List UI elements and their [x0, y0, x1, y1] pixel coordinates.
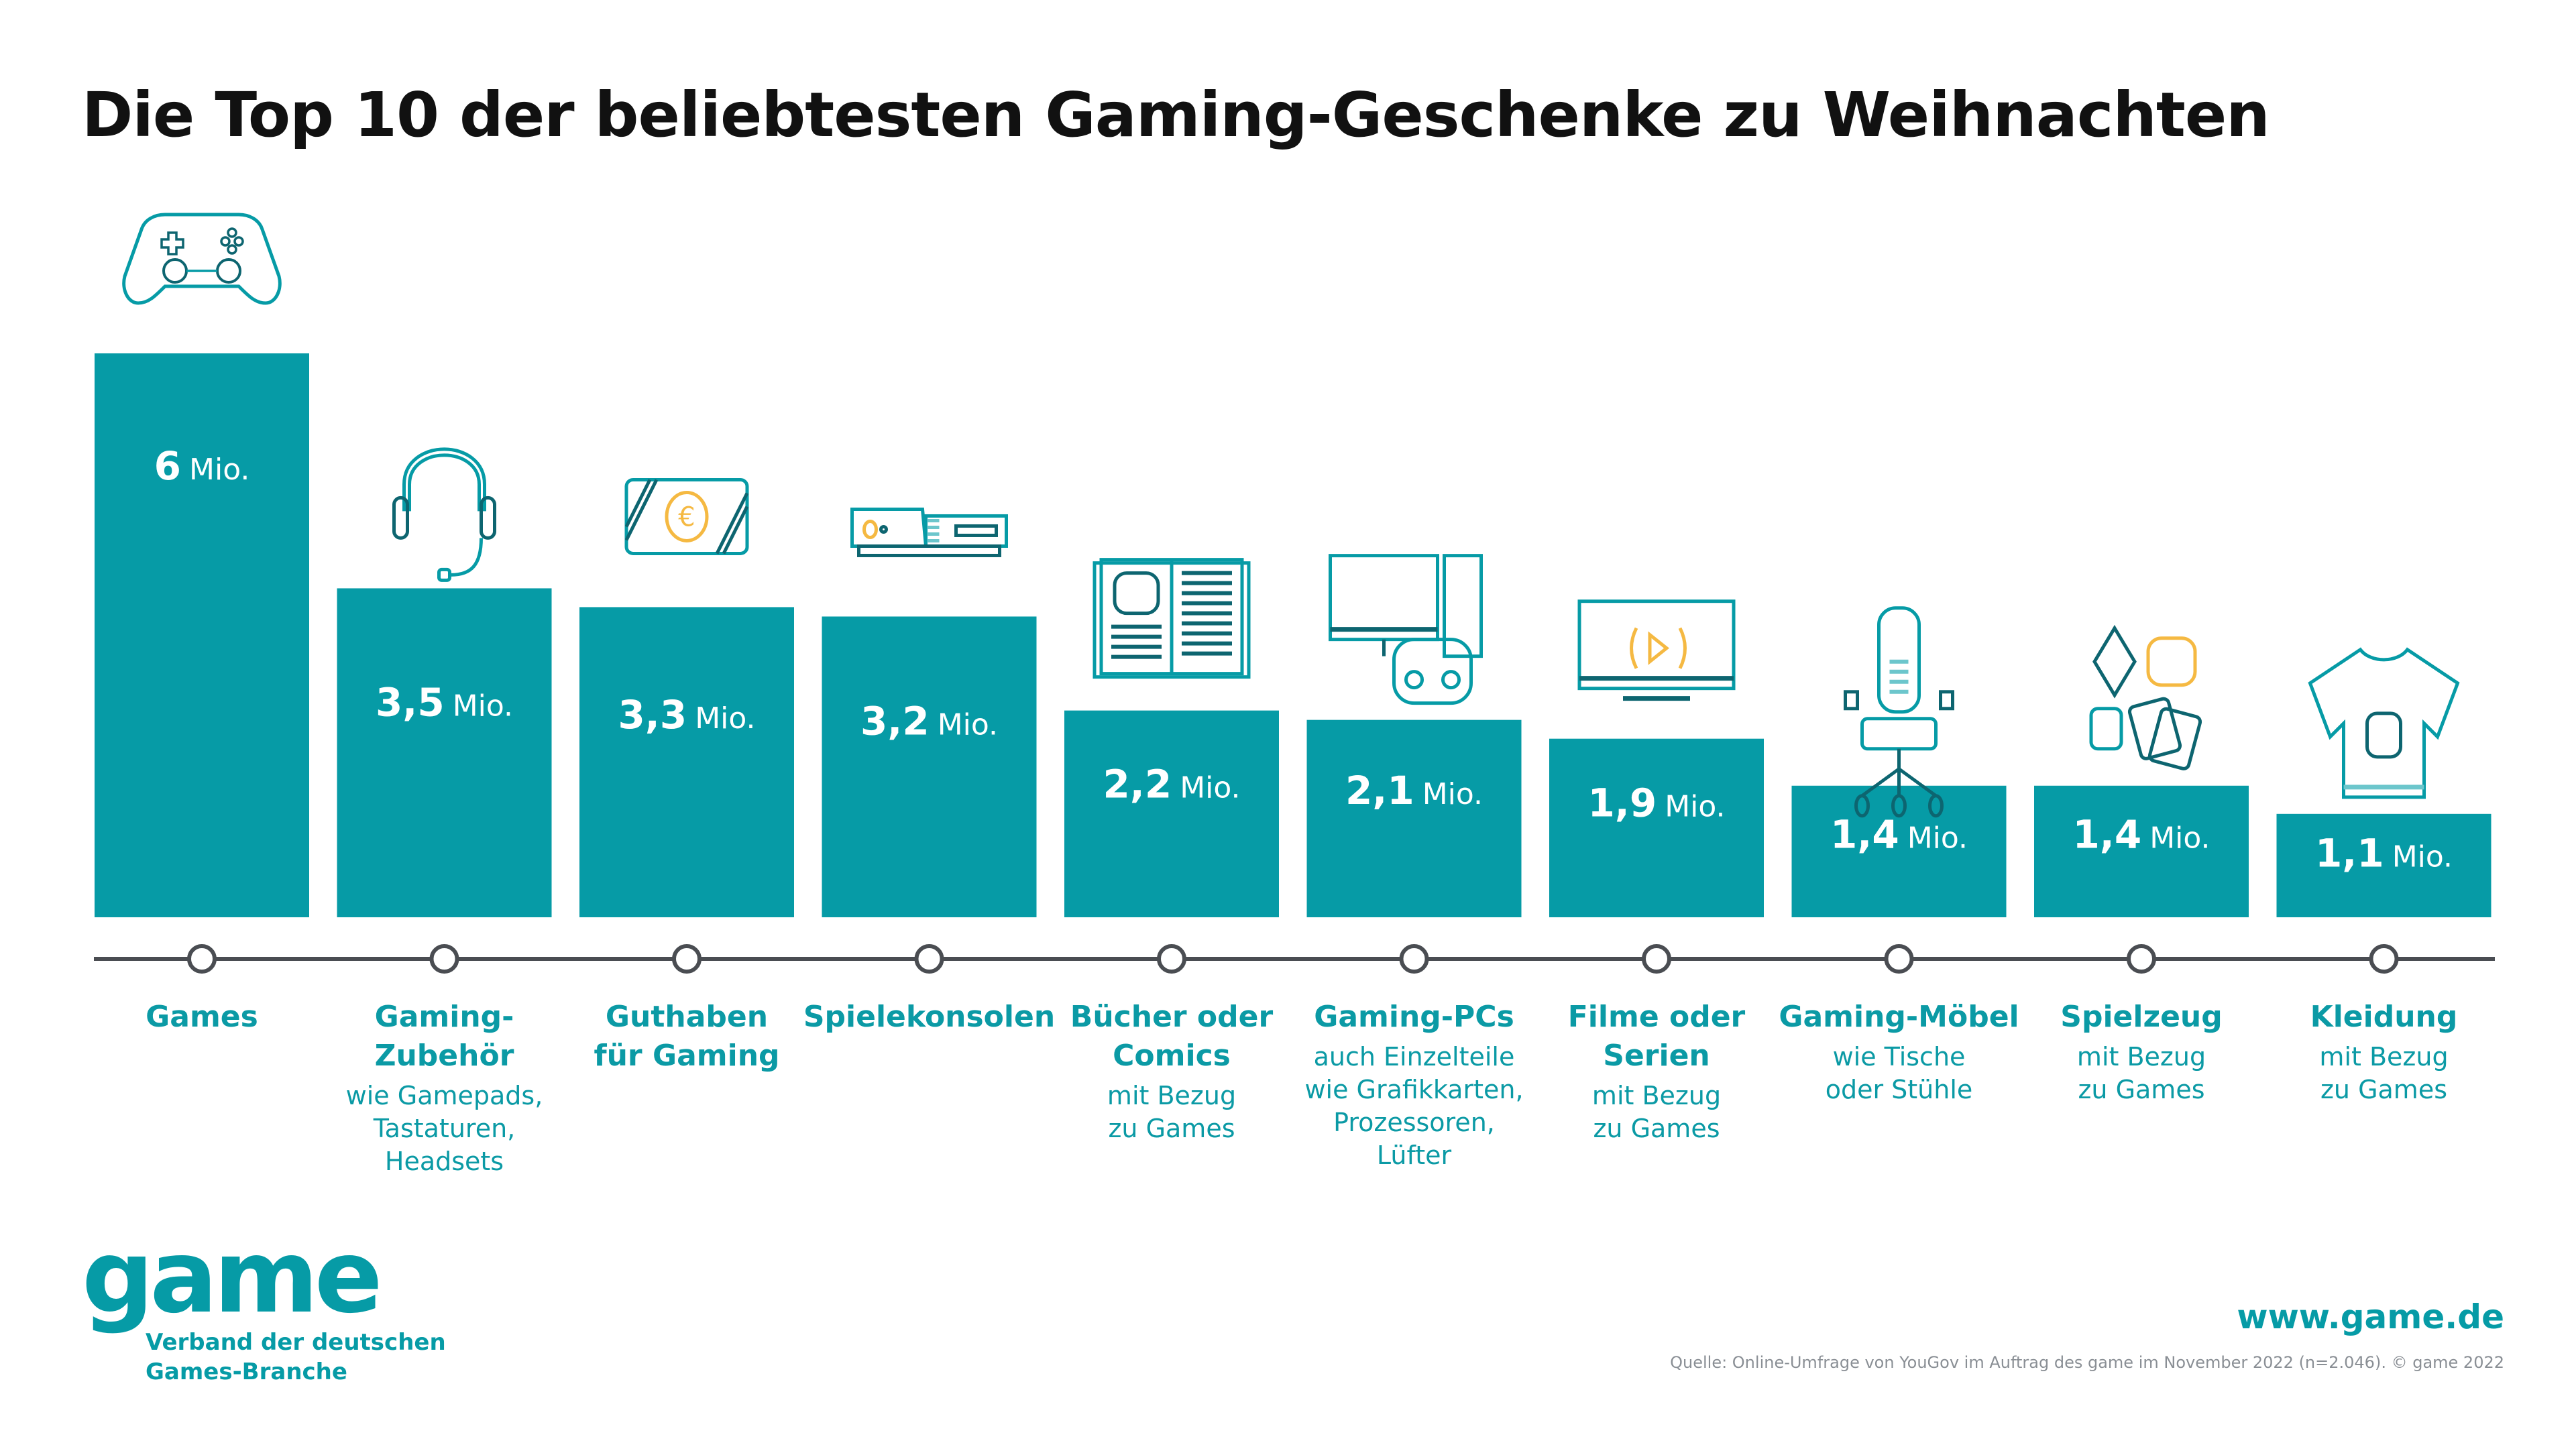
value-number: 3,3: [618, 692, 687, 738]
category-label-10: Kleidung mit Bezug zu Games: [2250, 998, 2518, 1106]
category-description: wie Gamepads, Tastaturen, Headsets: [345, 1081, 543, 1176]
headset-icon: [392, 447, 496, 582]
value-label-3: 3,3 Mio.: [618, 692, 755, 738]
value-label-1: 6 Mio.: [154, 443, 250, 489]
category-name: Games: [146, 1000, 258, 1034]
category-name: Gaming-Möbel: [1779, 1000, 2019, 1034]
pc-icon: [1329, 554, 1483, 705]
category-label-8: Gaming-Möbel wie Tische oder Stühle: [1765, 998, 2033, 1106]
value-label-9: 1,4 Mio.: [2072, 812, 2210, 858]
bar-9: [2034, 785, 2249, 917]
value-unit: Mio.: [1422, 777, 1483, 811]
book-icon: [1093, 558, 1251, 679]
category-description: mit Bezug zu Games: [1107, 1081, 1237, 1143]
value-unit: Mio.: [2149, 821, 2210, 856]
category-name: Filme oder Serien: [1567, 1000, 1746, 1073]
bar-6: [1306, 719, 1522, 917]
axis-marker-9: [2127, 944, 2156, 974]
value-label-10: 1,1 Mio.: [2315, 831, 2453, 876]
category-label-7: Filme oder Serien mit Bezug zu Games: [1522, 998, 1791, 1145]
axis-marker-5: [1157, 944, 1186, 974]
value-unit: Mio.: [1180, 770, 1240, 805]
axis-marker-1: [187, 944, 217, 974]
axis-marker-6: [1399, 944, 1429, 974]
value-label-8: 1,4 Mio.: [1830, 812, 1968, 858]
gamepad-icon: [122, 213, 282, 305]
value-number: 1,9: [1587, 780, 1657, 826]
value-number: 1,1: [2315, 831, 2384, 876]
bar-4: [822, 616, 1037, 917]
category-name: Guthaben für Gaming: [594, 1000, 780, 1073]
tshirt-icon: [2308, 647, 2460, 799]
gaming-chair-icon: [1844, 606, 1954, 818]
category-label-2: Gaming- Zubehör wie Gamepads, Tastaturen, He…: [311, 998, 579, 1178]
axis-marker-2: [429, 944, 459, 974]
value-label-4: 3,2 Mio.: [860, 698, 998, 744]
value-label-6: 2,1 Mio.: [1345, 768, 1483, 813]
source-note: Quelle: Online-Umfrage von YouGov im Auf…: [1670, 1353, 2504, 1372]
chart-title: Die Top 10 der beliebtesten Gaming-Gesch…: [82, 79, 2270, 151]
logo-tagline-1: Verband der deutschen: [146, 1329, 446, 1356]
value-number: 2,2: [1103, 761, 1172, 807]
value-number: 6: [154, 443, 181, 489]
category-label-3: Guthaben für Gaming: [553, 998, 821, 1076]
value-number: 2,1: [1345, 768, 1414, 813]
bar-1: [95, 353, 309, 917]
value-unit: Mio.: [1907, 821, 1968, 856]
category-description: auch Einzelteile wie Grafikkarten, Prozess…: [1304, 1042, 1524, 1170]
bar-5: [1064, 710, 1279, 917]
axis-marker-8: [1884, 944, 1914, 974]
value-unit: Mio.: [453, 689, 513, 723]
value-unit: Mio.: [2392, 840, 2453, 874]
value-unit: Mio.: [1665, 790, 1725, 824]
value-number: 1,4: [1830, 812, 1899, 858]
value-number: 1,4: [2072, 812, 2141, 858]
category-name: Gaming-PCs: [1314, 1000, 1514, 1034]
category-description: mit Bezug zu Games: [1591, 1081, 1722, 1143]
category-description: wie Tische oder Stühle: [1825, 1042, 1973, 1104]
value-label-2: 3,5 Mio.: [376, 679, 513, 725]
bar-3: [579, 607, 794, 917]
website-link[interactable]: www.game.de: [2237, 1297, 2504, 1336]
bar-7: [1549, 738, 1764, 917]
console-icon: [850, 507, 1008, 557]
category-name: Bücher oder Comics: [1070, 1000, 1274, 1073]
logo-tagline-2: Games-Branche: [146, 1358, 347, 1385]
category-label-6: Gaming-PCs auch Einzelteile wie Grafikkart…: [1280, 998, 1549, 1172]
category-name: Gaming- Zubehör: [374, 1000, 514, 1073]
category-label-9: Spielzeug mit Bezug zu Games: [2007, 998, 2276, 1106]
value-label-7: 1,9 Mio.: [1587, 780, 1725, 826]
svg-text:€: €: [678, 502, 695, 532]
bar-10: [2276, 813, 2491, 917]
value-unit: Mio.: [938, 707, 998, 742]
value-number: 3,5: [376, 679, 445, 725]
category-name: Spielekonsolen: [803, 1000, 1056, 1034]
value-number: 3,2: [860, 698, 930, 744]
value-label-5: 2,2 Mio.: [1103, 761, 1240, 807]
bar-8: [1791, 785, 2007, 917]
axis-marker-10: [2369, 944, 2399, 974]
category-label-4: Spielekonsolen: [795, 998, 1064, 1037]
category-description: mit Bezug zu Games: [2319, 1042, 2449, 1104]
voucher-card-icon: €: [624, 477, 749, 555]
category-label-1: Games: [68, 998, 336, 1037]
axis-marker-7: [1642, 944, 1671, 974]
game-logo: game Verband der deutschen Games-Branche: [82, 1219, 446, 1387]
value-unit: Mio.: [695, 701, 755, 736]
category-name: Kleidung: [2310, 1000, 2458, 1034]
logo-wordmark: game: [82, 1219, 383, 1336]
category-name: Spielzeug: [2060, 1000, 2223, 1034]
tv-icon: [1577, 599, 1736, 701]
axis-marker-3: [672, 944, 702, 974]
bar-2: [337, 588, 552, 917]
axis-marker-4: [914, 944, 944, 974]
toys-icon: [2089, 624, 2202, 770]
category-description: mit Bezug zu Games: [2076, 1042, 2206, 1104]
category-label-5: Bücher oder Comics mit Bezug zu Games: [1038, 998, 1306, 1145]
value-unit: Mio.: [189, 453, 249, 487]
